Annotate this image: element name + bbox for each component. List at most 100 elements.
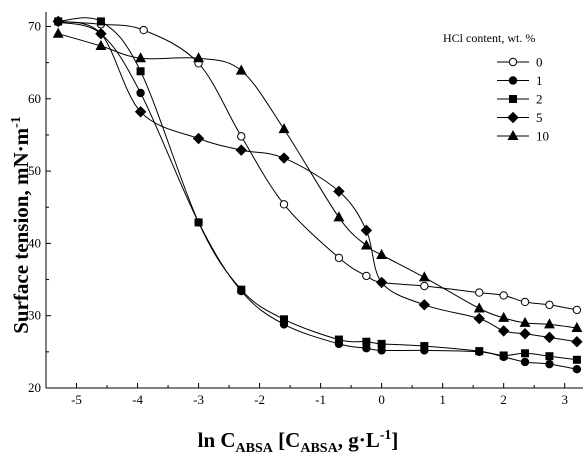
data-point-2 (362, 337, 371, 346)
data-point-5 (418, 299, 431, 311)
data-point-0 (362, 271, 371, 281)
data-point-2 (334, 335, 343, 344)
data-point-10 (95, 39, 107, 50)
y-tick-label: 20 (28, 380, 41, 395)
data-point-1 (545, 359, 554, 369)
data-point-5 (543, 331, 556, 344)
legend: HCl content, wt. % 0 1 2 5 10 (443, 31, 549, 144)
data-point-0 (420, 281, 429, 291)
data-point-0 (334, 253, 344, 263)
data-point-10 (235, 64, 247, 75)
y-tick-label: 40 (28, 235, 41, 250)
data-point-0 (545, 300, 554, 310)
x-axis-title: ln CABSA [CABSA, g·L-1] (198, 428, 399, 456)
legend-marker-1 (508, 76, 518, 85)
data-point-10 (376, 248, 388, 259)
series-lines (58, 17, 577, 370)
data-point-10 (418, 271, 430, 282)
data-point-2 (237, 285, 246, 294)
data-point-2 (194, 218, 203, 227)
y-tick-label: 70 (28, 18, 41, 33)
data-point-2 (475, 347, 484, 356)
axes (45, 12, 583, 389)
legend-marker-10 (507, 129, 519, 140)
data-point-5 (360, 224, 373, 237)
data-point-2 (545, 352, 554, 361)
series-line-5 (58, 20, 577, 343)
x-tick-label: -1 (315, 392, 326, 407)
y-tick-label: 50 (28, 163, 41, 178)
x-axis-title-sub2: ABSA (300, 441, 338, 456)
legend-label-2: 2 (536, 92, 543, 107)
data-point-10 (519, 316, 531, 327)
data-point-10 (193, 52, 204, 63)
data-point-5 (519, 328, 531, 340)
data-point-5 (278, 152, 290, 164)
data-point-5 (333, 185, 345, 198)
x-axis-title-middle: [C (273, 428, 300, 452)
y-axis-title-sup: -1 (9, 116, 24, 128)
x-axis-title-suffix: , g·L (338, 428, 380, 452)
x-tick-label: 0 (378, 392, 385, 407)
series-line-10 (58, 33, 577, 329)
data-point-10 (543, 318, 555, 329)
x-tick-label: 1 (439, 392, 446, 407)
x-tick-label: 3 (561, 392, 568, 407)
data-point-0 (475, 288, 484, 297)
data-point-0 (499, 291, 508, 300)
data-point-2 (420, 342, 429, 351)
legend-label-1: 1 (536, 73, 543, 88)
data-point-10 (52, 27, 64, 38)
data-point-5 (52, 15, 64, 28)
x-tick-label: 2 (500, 392, 507, 407)
x-axis-title-end: ] (391, 428, 398, 452)
data-point-0 (237, 132, 246, 141)
legend-marker-0 (508, 57, 518, 67)
y-tick-label: 60 (28, 91, 41, 106)
data-point-0 (520, 297, 530, 307)
data-point-2 (136, 67, 145, 76)
data-point-10 (135, 52, 147, 63)
legend-marker-2 (509, 95, 517, 103)
x-tick-label: -3 (193, 392, 204, 407)
data-point-0 (139, 25, 148, 35)
data-point-10 (498, 311, 510, 322)
data-point-5 (95, 27, 107, 40)
legend-label-5: 5 (536, 110, 543, 125)
y-ticks: 20 30 40 50 60 70 (28, 18, 51, 395)
legend-label-10: 10 (536, 129, 549, 144)
data-point-2 (521, 349, 530, 358)
x-axis-title-sup: -1 (380, 428, 392, 443)
data-point-5 (192, 132, 205, 145)
data-point-1 (520, 357, 530, 367)
series-line-1 (58, 21, 577, 370)
data-point-5 (235, 144, 247, 156)
legend-label-0: 0 (536, 55, 543, 70)
x-axis-title-sub1: ABSA (236, 441, 274, 456)
data-point-10 (473, 302, 485, 313)
data-point-2 (279, 315, 288, 324)
y-axis-title-main: Surface tension, mN·m (9, 127, 33, 333)
x-tick-label: -4 (132, 392, 143, 407)
x-tick-label: -2 (254, 392, 265, 407)
data-point-1 (136, 88, 145, 98)
data-point-2 (377, 339, 386, 348)
data-point-2 (572, 355, 581, 364)
y-axis-title: Surface tension, mN·m-1 (9, 116, 33, 334)
data-point-10 (360, 239, 372, 250)
x-axis-title-prefix: ln C (198, 428, 236, 452)
x-tick-label: -5 (71, 392, 82, 407)
legend-title: HCl content, wt. % (443, 31, 535, 45)
data-point-10 (333, 211, 345, 222)
data-point-5 (571, 336, 583, 348)
series-line-2 (58, 17, 577, 361)
data-point-1 (572, 365, 582, 374)
series-markers (52, 15, 583, 374)
data-point-5 (497, 325, 510, 337)
y-tick-label: 30 (28, 308, 41, 323)
data-point-10 (571, 321, 583, 332)
data-point-0 (279, 200, 289, 209)
x-ticks: -5 -4 -3 -2 -1 0 1 2 3 (45, 383, 568, 407)
data-point-5 (375, 276, 388, 289)
